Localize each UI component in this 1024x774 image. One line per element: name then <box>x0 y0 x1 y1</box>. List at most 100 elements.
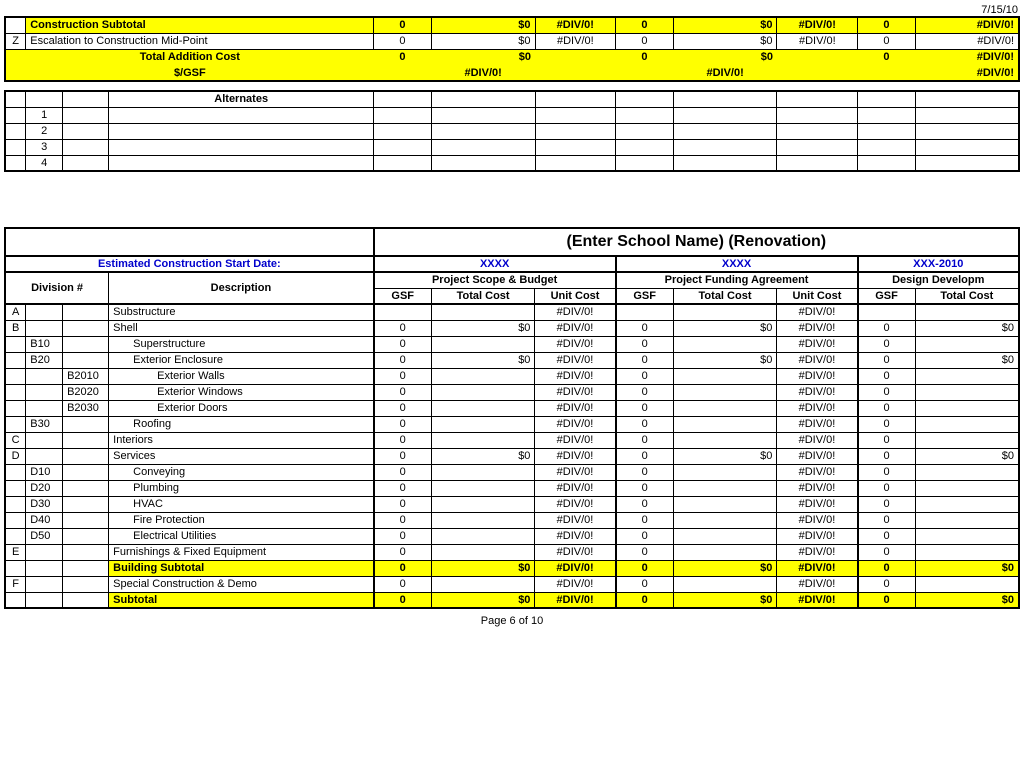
cell-b <box>26 432 63 448</box>
cell-g2-unit: #DIV/0! <box>777 320 858 336</box>
cell-g1-gsf: 0 <box>374 384 432 400</box>
data-row: D50Electrical Utilities0#DIV/0!0#DIV/0!0 <box>5 528 1019 544</box>
cell-g2-gsf: 0 <box>616 464 674 480</box>
cell-b: D40 <box>26 512 63 528</box>
alt-num: 1 <box>26 107 63 123</box>
cell-g1-cost <box>431 528 535 544</box>
cell-g2-cost <box>673 400 777 416</box>
group3-header: Design Developm <box>858 272 1020 288</box>
cell-a <box>5 352 26 368</box>
cell-b <box>26 320 63 336</box>
cell-g1-cost <box>431 416 535 432</box>
cell-c <box>63 464 109 480</box>
cell-g2-gsf: 0 <box>616 448 674 464</box>
data-row: Building Subtotal0$0#DIV/0!0$0#DIV/0!0$0 <box>5 560 1019 576</box>
cell-g2-unit: #DIV/0! <box>777 528 858 544</box>
alternates-row: 1 <box>5 107 1019 123</box>
cell-b: D10 <box>26 464 63 480</box>
cell-g1-unit: #DIV/0! <box>535 528 616 544</box>
cell-g2-unit: #DIV/0! <box>777 496 858 512</box>
data-row: D10Conveying0#DIV/0!0#DIV/0!0 <box>5 464 1019 480</box>
cell-desc: HVAC <box>109 496 374 512</box>
cell-g1-cost <box>431 544 535 560</box>
cell-desc: Exterior Enclosure <box>109 352 374 368</box>
cell-g3-gsf: 0 <box>858 448 916 464</box>
escalation-code: Z <box>5 33 26 49</box>
cell-a <box>5 368 26 384</box>
cell-g3-gsf: 0 <box>858 544 916 560</box>
group1-header: Project Scope & Budget <box>374 272 616 288</box>
cell-g2-cost <box>673 576 777 592</box>
cell-g3-gsf: 0 <box>858 336 916 352</box>
escalation-label: Escalation to Construction Mid-Point <box>26 33 374 49</box>
cell-g3-cost <box>915 512 1019 528</box>
alternates-row: 4 <box>5 155 1019 171</box>
cell-g2-unit: #DIV/0! <box>777 400 858 416</box>
cell-g2-unit: #DIV/0! <box>777 448 858 464</box>
description-header: Description <box>109 272 374 304</box>
cell-desc: Electrical Utilities <box>109 528 374 544</box>
cell-g2-gsf: 0 <box>616 432 674 448</box>
cell-g1-gsf: 0 <box>374 464 432 480</box>
data-row: D30HVAC0#DIV/0!0#DIV/0!0 <box>5 496 1019 512</box>
cell-g2-unit: #DIV/0! <box>777 368 858 384</box>
cs-g2-unit: #DIV/0! <box>777 17 858 33</box>
cell-g3-cost: $0 <box>915 560 1019 576</box>
cell-b <box>26 576 63 592</box>
cell-g2-unit: #DIV/0! <box>777 480 858 496</box>
data-row: B2030Exterior Doors0#DIV/0!0#DIV/0!0 <box>5 400 1019 416</box>
cell-a <box>5 416 26 432</box>
cell-g2-unit: #DIV/0! <box>777 416 858 432</box>
cell-g1-unit: #DIV/0! <box>535 320 616 336</box>
cell-g1-gsf: 0 <box>374 448 432 464</box>
cell-b: B20 <box>26 352 63 368</box>
cell-g3-gsf <box>858 304 916 320</box>
tc-header-3: Total Cost <box>915 288 1019 304</box>
data-row: D40Fire Protection0#DIV/0!0#DIV/0!0 <box>5 512 1019 528</box>
cell-c <box>63 320 109 336</box>
cell-g2-gsf: 0 <box>616 592 674 608</box>
cell-g3-gsf: 0 <box>858 592 916 608</box>
alt-num: 2 <box>26 123 63 139</box>
uc-header-1: Unit Cost <box>535 288 616 304</box>
data-row: DServices0$0#DIV/0!0$0#DIV/0!0$0 <box>5 448 1019 464</box>
cell-g2-gsf: 0 <box>616 576 674 592</box>
cell-a <box>5 384 26 400</box>
cell-g1-cost <box>431 336 535 352</box>
cell-g3-gsf: 0 <box>858 368 916 384</box>
cs-g2-cost: $0 <box>673 17 777 33</box>
cell-b: D20 <box>26 480 63 496</box>
cell-g3-cost <box>915 368 1019 384</box>
data-row: ASubstructure#DIV/0!#DIV/0! <box>5 304 1019 320</box>
cell-g2-cost <box>673 368 777 384</box>
cell-desc: Exterior Walls <box>109 368 374 384</box>
escalation-row: Z Escalation to Construction Mid-Point 0… <box>5 33 1019 49</box>
cell-g2-unit: #DIV/0! <box>777 432 858 448</box>
total-addition-row: Total Addition Cost 0 $0 0 $0 0 #DIV/0! <box>5 49 1019 65</box>
cell-c <box>63 496 109 512</box>
cell-g1-cost <box>431 368 535 384</box>
alternates-table: Alternates 1234 <box>4 90 1020 172</box>
cell-g1-gsf: 0 <box>374 576 432 592</box>
page-footer: Page 6 of 10 <box>4 609 1020 627</box>
cell-a <box>5 528 26 544</box>
cell-g1-gsf: 0 <box>374 336 432 352</box>
cell-g2-unit: #DIV/0! <box>777 544 858 560</box>
cell-g2-unit: #DIV/0! <box>777 576 858 592</box>
total-addition-label: Total Addition Cost <box>5 49 374 65</box>
cell-desc: Services <box>109 448 374 464</box>
cs-g2-gsf: 0 <box>616 17 674 33</box>
cell-b <box>26 592 63 608</box>
cell-b <box>26 560 63 576</box>
cell-b <box>26 544 63 560</box>
cs-g1-cost: $0 <box>431 17 535 33</box>
cell-a <box>5 592 26 608</box>
cell-g1-gsf: 0 <box>374 560 432 576</box>
renovation-table: (Enter School Name) (Renovation) Estimat… <box>4 227 1020 609</box>
cell-desc: Furnishings & Fixed Equipment <box>109 544 374 560</box>
cell-g1-cost: $0 <box>431 592 535 608</box>
cell-g3-gsf: 0 <box>858 512 916 528</box>
alt-num: 3 <box>26 139 63 155</box>
top-summary-table: Construction Subtotal 0 $0 #DIV/0! 0 $0 … <box>4 16 1020 82</box>
ta-g2-cost: $0 <box>673 49 777 65</box>
